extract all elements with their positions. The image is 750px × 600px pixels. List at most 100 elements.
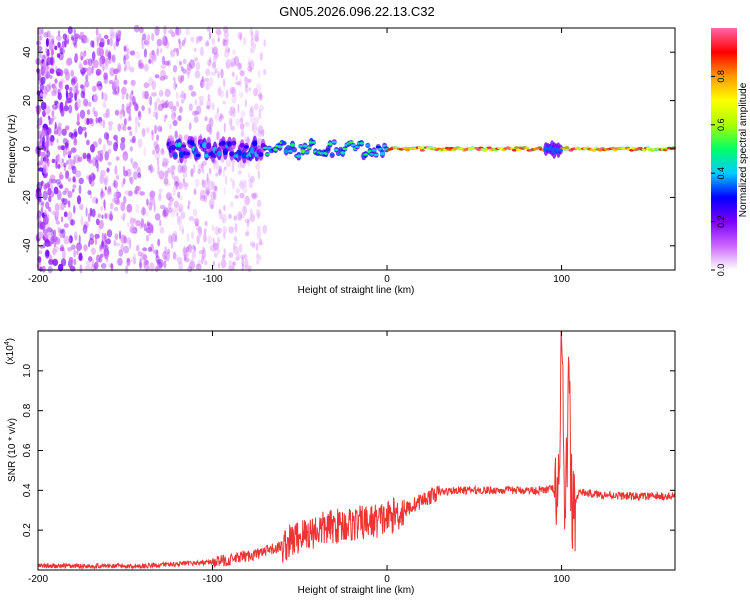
spectrogram-carrier-core bbox=[511, 149, 517, 152]
spectrogram-noise-cell bbox=[137, 122, 141, 128]
spectrogram-noise-cell bbox=[151, 131, 154, 141]
spectrogram-noise-cell bbox=[80, 84, 84, 89]
spectrogram-noise-cell bbox=[241, 263, 245, 272]
spectrogram-noise-cell bbox=[56, 190, 62, 201]
spectrogram-noise-cell bbox=[175, 83, 178, 88]
spectrogram-noise-cell bbox=[141, 105, 145, 111]
spectrogram-noise-cell bbox=[106, 167, 110, 173]
spectrogram-noise-cell bbox=[123, 55, 126, 65]
spectrogram-noise-cell bbox=[217, 34, 220, 42]
spectrogram-noise-cell bbox=[213, 52, 219, 59]
spectrogram-noise-cell bbox=[207, 235, 213, 245]
spectrogram-noise-cell bbox=[244, 231, 250, 237]
spectrogram-noise-cell bbox=[154, 265, 158, 272]
spectrogram-noise-cell bbox=[218, 87, 221, 96]
spectrogram-carrier-core bbox=[380, 151, 385, 156]
spectrogram-noise-cell bbox=[253, 42, 256, 50]
spectrogram-noise-cell bbox=[228, 47, 230, 53]
spectrogram-noise-cell bbox=[239, 214, 245, 219]
spectrogram-noise-cell bbox=[155, 144, 160, 154]
spectrogram-noise-cell bbox=[102, 101, 107, 109]
spectrogram-noise-cell bbox=[196, 105, 202, 115]
spectrogram-noise-cell bbox=[256, 252, 259, 258]
spectrogram-noise-cell bbox=[249, 175, 255, 184]
spectrogram-noise-cell bbox=[86, 109, 91, 115]
spectrogram-noise-cell bbox=[218, 90, 225, 98]
spectrogram-noise-cell bbox=[118, 111, 124, 119]
spectrogram-noise-cell bbox=[251, 242, 256, 249]
spectrogram-carrier-core bbox=[300, 149, 306, 153]
spectrogram-noise-cell bbox=[161, 55, 166, 65]
spectrogram-noise-cell bbox=[261, 129, 264, 137]
spectrogram-noise-cell bbox=[58, 158, 65, 168]
spectrogram-noise-cell bbox=[107, 148, 112, 154]
spectrogram-noise-cell bbox=[139, 191, 146, 196]
spectrogram-noise-cell bbox=[254, 29, 260, 36]
spectrogram-y-axis-label: Frequency (Hz) bbox=[7, 115, 18, 184]
spectrogram-carrier-core bbox=[172, 154, 178, 158]
spectrogram-noise-cell bbox=[160, 70, 166, 78]
spectrogram-carrier-core bbox=[359, 142, 365, 145]
spectrogram-noise-cell bbox=[113, 78, 120, 87]
spectrogram-noise-cell bbox=[163, 177, 169, 185]
spectrogram-noise-cell bbox=[164, 170, 169, 178]
spectrogram-noise-cell bbox=[205, 190, 210, 196]
spectrogram-noise-cell bbox=[232, 245, 239, 255]
spectrogram-noise-cell bbox=[217, 71, 220, 79]
spectrogram-noise-cell bbox=[94, 233, 100, 239]
spectrogram-noise-cell bbox=[204, 187, 211, 195]
spectrogram-noise-cell bbox=[92, 173, 96, 180]
spectrogram-noise-cell bbox=[76, 242, 82, 251]
spectrogram-carrier-core bbox=[285, 146, 291, 149]
spectrogram-noise-cell bbox=[78, 234, 81, 245]
spectrogram-noise-cell bbox=[57, 145, 62, 150]
spectrogram-noise-cell bbox=[137, 110, 142, 118]
spectrogram-noise-cell bbox=[207, 59, 212, 67]
spectrogram-noise-cell bbox=[116, 29, 121, 36]
spectrogram-noise-cell bbox=[107, 121, 114, 126]
spectrogram-noise-cell bbox=[79, 203, 84, 211]
spectrogram-noise-cell bbox=[58, 81, 62, 89]
spectrogram-noise-cell bbox=[222, 167, 225, 178]
spectrogram-noise-cell bbox=[114, 68, 120, 73]
spectrogram-noise-cell bbox=[123, 45, 127, 52]
spectrogram-carrier-core bbox=[329, 153, 335, 157]
spectrogram-noise-cell bbox=[255, 83, 262, 93]
svg-text:(x104): (x104) bbox=[4, 338, 16, 365]
spectrogram-noise-cell bbox=[163, 25, 167, 35]
spectrogram-noise-cell bbox=[100, 206, 103, 211]
spectrogram-y-tick-label: 20 bbox=[22, 95, 33, 107]
spectrogram-carrier-core bbox=[290, 143, 295, 147]
spectrogram-noise-cell bbox=[187, 244, 193, 250]
spectrogram-noise-cell bbox=[249, 26, 253, 37]
spectrogram-noise-cell bbox=[60, 216, 64, 223]
spectrogram-noise-cell bbox=[95, 218, 100, 226]
spectrogram-noise-cell bbox=[78, 184, 82, 195]
spectrogram-noise-cell bbox=[90, 247, 96, 255]
spectrogram-y-tick-label: -40 bbox=[22, 238, 33, 253]
spectrogram-noise-cell bbox=[217, 37, 220, 42]
spectrogram-noise-cell bbox=[256, 230, 262, 239]
spectrogram-noise-cell bbox=[206, 123, 212, 133]
spectrogram-noise-cell bbox=[152, 111, 156, 117]
spectrogram-noise-cell bbox=[245, 138, 251, 143]
spectrogram-noise-cell bbox=[107, 185, 112, 193]
spectrogram-noise-cell bbox=[186, 232, 190, 242]
spectrogram-noise-cell bbox=[77, 98, 81, 109]
spectrogram-noise-cell bbox=[39, 221, 46, 230]
spectrogram-noise-cell bbox=[244, 81, 248, 88]
spectrogram-noise-cell bbox=[117, 257, 123, 266]
spectrogram-noise-cell bbox=[92, 85, 97, 92]
spectrogram-noise-cell bbox=[162, 38, 169, 46]
spectrogram-noise-cell bbox=[133, 24, 140, 33]
spectrogram-noise-cell bbox=[37, 45, 43, 52]
spectrogram-noise-cell bbox=[244, 218, 251, 224]
spectrogram-noise-cell bbox=[208, 117, 211, 127]
spectrogram-carrier-core bbox=[363, 153, 369, 156]
spectrogram-noise-cell bbox=[234, 194, 239, 199]
spectrogram-noise-cell bbox=[225, 61, 230, 70]
spectrogram-noise-cell bbox=[137, 172, 142, 179]
spectrogram-noise-cell bbox=[220, 68, 224, 79]
spectrogram-carrier-core bbox=[181, 144, 187, 148]
